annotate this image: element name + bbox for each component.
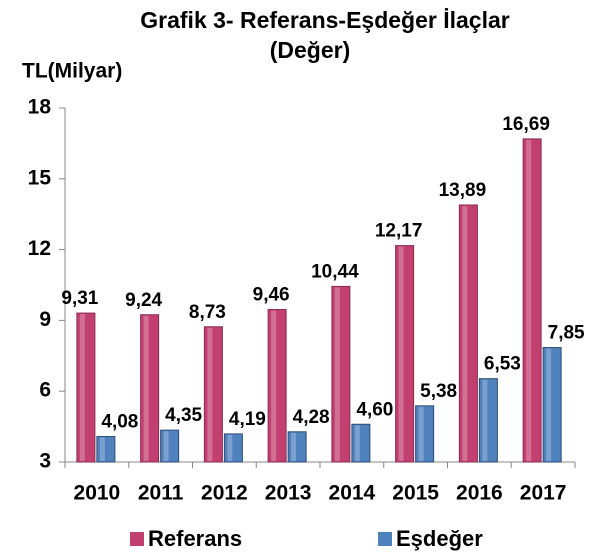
bar-highlight [398,246,404,461]
bar [203,326,223,463]
bar [478,378,498,463]
bar-highlight [418,406,424,461]
x-tick-label: 2017 [520,482,567,505]
bar-highlight [227,434,233,461]
bar [458,204,478,463]
bar-highlight [546,348,552,461]
bar-highlight [143,315,149,461]
bar-highlight [291,432,297,461]
value-label: 4,08 [101,412,138,433]
value-label: 8,73 [189,302,226,323]
value-label: 4,28 [293,407,330,428]
bar [415,405,435,463]
bar-highlight [462,205,468,461]
y-tick-label: 9 [39,308,51,331]
bar [395,245,415,463]
y-axis-label: TL(Milyar) [22,60,122,83]
bar [160,429,180,463]
bar-highlight [482,379,488,461]
value-label: 10,44 [311,261,359,282]
bar [522,138,542,463]
y-tick-label: 15 [28,166,52,189]
bar [140,314,160,463]
bar [542,347,562,463]
bar [267,309,287,463]
value-label: 9,46 [253,285,290,306]
bar [223,433,243,463]
value-label: 5,38 [420,381,457,402]
bar-highlight [79,314,85,461]
value-label: 12,17 [375,221,423,242]
chart-subtitle: (Değer) [270,37,351,63]
legend-swatch [378,532,392,546]
x-tick-label: 2011 [138,482,184,505]
bar [287,431,307,463]
value-label: 6,53 [484,354,521,375]
value-label: 16,69 [502,114,550,135]
value-label: 4,19 [229,409,266,430]
legend-label: Referans [148,526,242,551]
value-label: 13,89 [439,180,487,201]
x-tick-label: 2013 [265,482,312,505]
value-label: 4,60 [356,399,393,420]
bar [331,285,351,463]
value-label: 9,31 [61,288,98,309]
x-tick-label: 2016 [456,482,503,505]
value-label: 4,35 [165,405,202,426]
bar [76,312,96,463]
y-tick-label: 18 [28,96,52,119]
bar-highlight [334,287,340,461]
x-tick-label: 2010 [74,482,121,505]
bar-highlight [526,139,532,461]
x-tick-label: 2015 [392,482,439,505]
bar-highlight [163,431,169,461]
x-tick-label: 2014 [329,482,376,505]
y-tick-label: 3 [39,450,51,473]
bar [96,436,116,463]
bar [351,423,371,463]
legend-swatch [130,532,144,546]
x-tick-label: 2012 [201,482,248,505]
bar-highlight [354,425,360,461]
y-tick-label: 12 [28,237,51,260]
value-label: 9,24 [125,290,162,311]
bar-highlight [99,437,105,461]
chart-title: Grafik 3- Referans-Eşdeğer İlaçlar [140,7,509,33]
value-label: 7,85 [548,323,585,344]
y-tick-label: 6 [39,379,51,402]
bar-highlight [271,310,277,461]
legend-label: Eşdeğer [396,526,483,551]
bar-highlight [207,327,213,461]
